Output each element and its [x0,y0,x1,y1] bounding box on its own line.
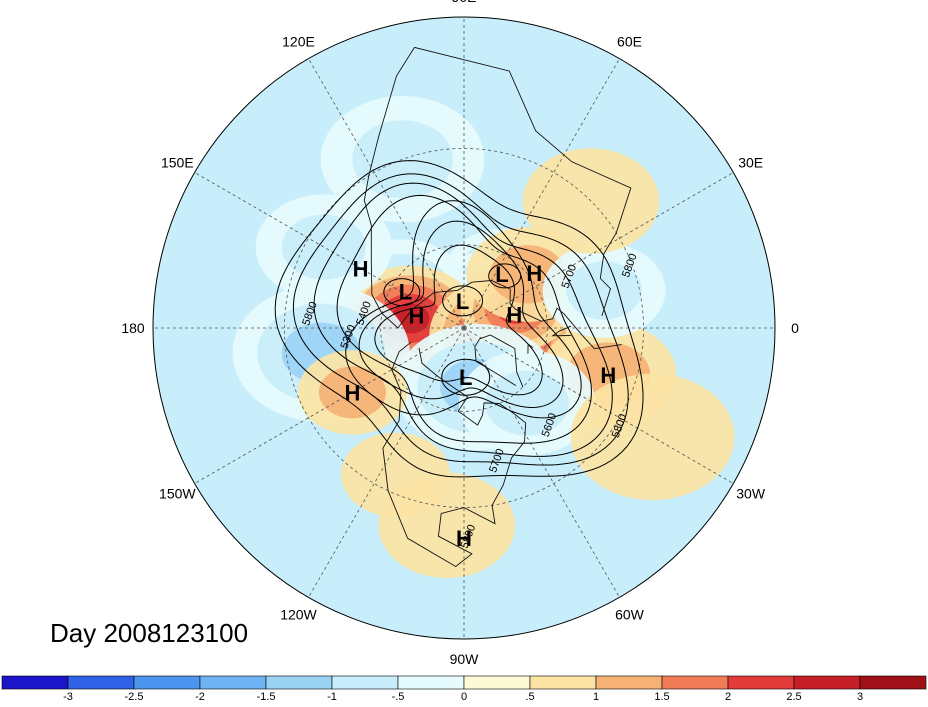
colorbar-tick-label: -3 [63,691,73,702]
colorbar-swatch [595,675,663,690]
coastline [382,341,527,568]
coastline [474,334,524,388]
map-boundary [152,16,776,640]
longitude-label: 30E [738,155,763,171]
coastline [527,343,534,354]
date-title: Day 2008123100 [50,618,249,648]
high-pressure-label: H [526,261,542,286]
longitude-label: 30W [736,486,766,502]
closed-contour [383,278,421,307]
height-contour [313,182,613,457]
high-pressure-label: H [456,526,472,551]
meridian-line [463,172,734,329]
meridian-line [194,172,465,329]
colorbar-swatch [463,675,531,690]
colorbar-tick-label: 1 [593,691,599,702]
high-pressure-label: H [353,256,369,281]
anomaly-patch [378,472,515,579]
colorbar-swatch [67,675,135,690]
longitude-label: 60E [617,33,642,49]
colorbar-tick-label: -1.5 [257,691,276,702]
colorbar-tick-label: 0 [461,691,467,702]
height-contour [274,160,644,478]
colorbar-swatch [793,675,861,690]
height-contour [292,173,629,466]
longitude-label: 90W [450,651,480,667]
graticule [153,17,775,639]
colorbar-swatch [529,675,597,690]
colorbar-tick-label: -1 [327,691,337,702]
anomaly-patch [566,261,642,320]
colorbar-tick-label: 1.5 [654,691,669,702]
colorbar-swatch [265,675,333,690]
latitude-circle [380,244,548,412]
closed-contour [442,285,484,317]
high-pressure-label: H [506,303,522,328]
meridian-line [194,327,465,484]
low-pressure-label: L [459,365,472,390]
coastline [363,46,632,350]
colorbar-swatch [331,675,399,690]
anomaly-patch [281,214,366,280]
colorbar-tick-label: -2 [195,691,205,702]
low-pressure-label: L [495,262,508,287]
latitude-circle [284,148,644,508]
colorbar: -3 -2.5 -2 -1.5 -1 -.5 0 .5 1 1.5 2 2.5 3 [1,675,927,703]
closed-contour [488,263,522,289]
colorbar-swatch [1,675,69,690]
height-contour [336,194,592,444]
high-pressure-label: H [600,363,616,388]
colorbar-tick-label: .5 [525,691,534,702]
longitude-label: 150E [161,155,194,171]
meridian-line [463,58,620,329]
longitude-labels: 90E 60E 30E 0 30W 60W 90W 120W 150W 180 150E 120E [121,0,799,667]
coastline [551,325,572,337]
low-pressure-label: L [399,279,412,304]
meridian-line [308,327,465,598]
colorbar-swatch [199,675,267,690]
colorbar-tick-label: -.5 [392,691,405,702]
colorbar-tick-label: 3 [857,691,863,702]
colorbar-tick-label: 2 [725,691,731,702]
coastlines [363,46,632,568]
meridian-line [463,327,734,484]
longitude-label: 60W [615,607,645,623]
colorbar-swatch [397,675,465,690]
longitude-label: 120E [282,33,315,49]
longitude-label: 0 [791,320,799,336]
longitude-label: 180 [121,320,145,336]
colorbar-tick-label: -2.5 [125,691,144,702]
anomaly-patch [485,370,569,436]
longitude-label: 150W [159,486,196,502]
high-pressure-label: H [408,303,424,328]
colorbar-swatch [859,675,927,690]
anomaly-patch [352,120,453,199]
anomaly-shading-layer [232,96,735,579]
colorbar-swatch [661,675,729,690]
colorbar-swatch [727,675,795,690]
low-pressure-label: L [456,289,469,314]
meridian-line [308,58,465,329]
colorbar-tick-label: 2.5 [786,691,801,702]
colorbar-swatch [133,675,201,690]
height-contour [345,200,582,419]
longitude-label: 90E [452,0,477,5]
meridian-line [463,327,620,598]
high-pressure-label: H [344,380,360,405]
longitude-label: 120W [280,607,317,623]
